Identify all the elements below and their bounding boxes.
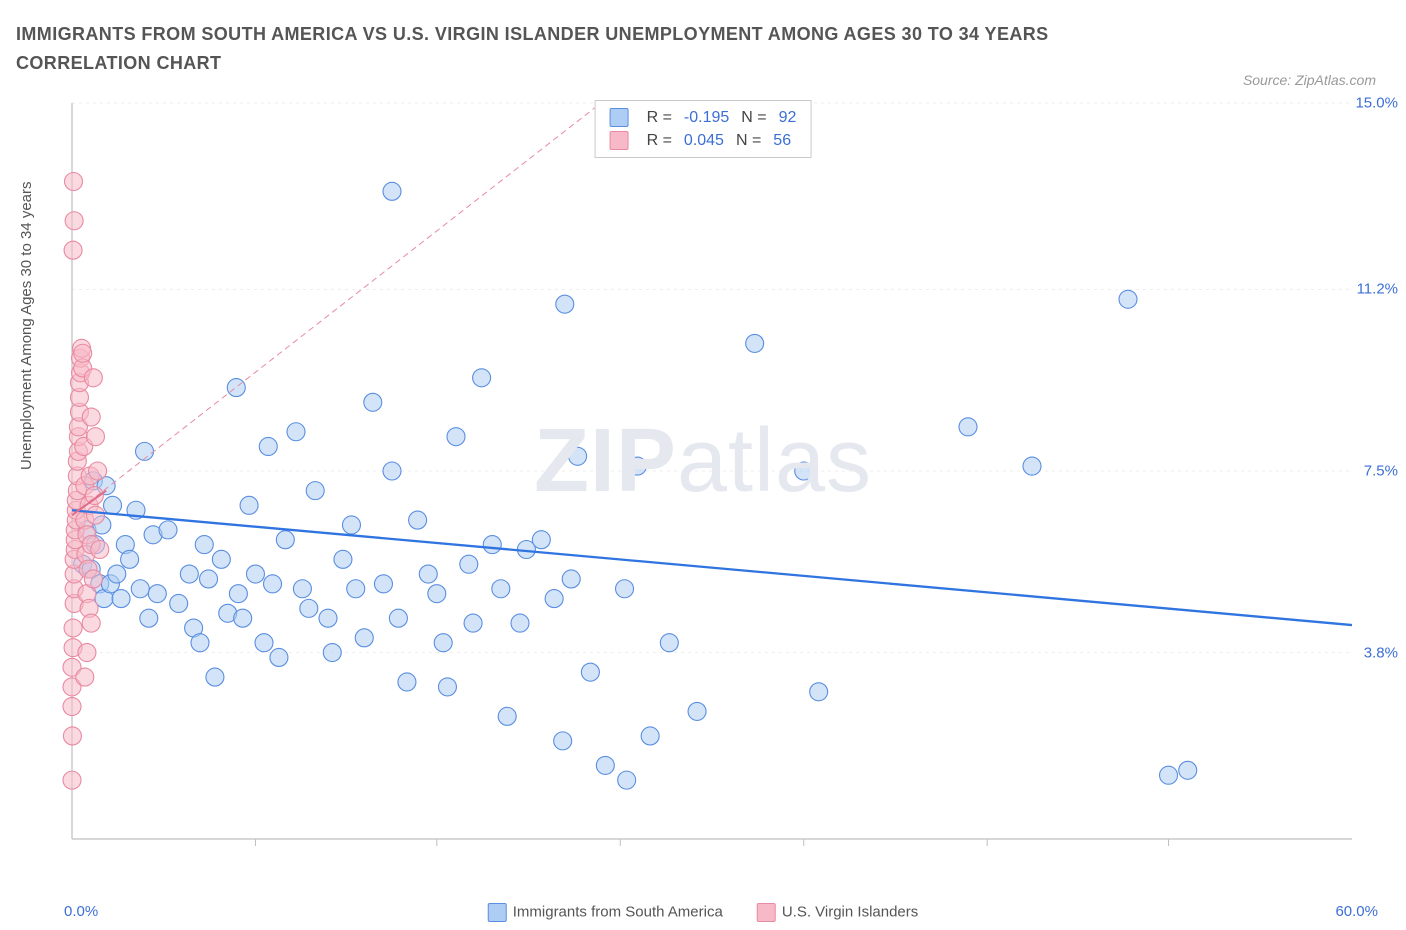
stat-r-label: R = bbox=[647, 132, 672, 150]
chart-title: IMMIGRANTS FROM SOUTH AMERICA VS U.S. VI… bbox=[16, 20, 1116, 78]
stat-swatch bbox=[610, 131, 629, 150]
y-tick-label: 15.0% bbox=[1355, 95, 1398, 112]
stat-r-label: R = bbox=[647, 109, 672, 127]
legend-swatch bbox=[488, 903, 507, 922]
y-tick-label: 7.5% bbox=[1364, 463, 1398, 480]
stat-swatch bbox=[610, 108, 629, 127]
y-tick-label: 11.2% bbox=[1357, 281, 1398, 298]
legend-item: Immigrants from South America bbox=[488, 903, 723, 922]
legend-swatch bbox=[757, 903, 776, 922]
stat-r-value: -0.195 bbox=[684, 109, 729, 127]
legend-label: U.S. Virgin Islanders bbox=[782, 903, 918, 920]
stat-n-label: N = bbox=[736, 132, 761, 150]
scatter-plot-svg bbox=[60, 95, 1380, 875]
y-tick-label: 3.8% bbox=[1364, 644, 1398, 661]
x-axis-start-label: 0.0% bbox=[64, 903, 98, 920]
chart-container: IMMIGRANTS FROM SOUTH AMERICA VS U.S. VI… bbox=[0, 0, 1406, 930]
stat-n-value: 56 bbox=[773, 132, 791, 150]
legend-label: Immigrants from South America bbox=[513, 903, 723, 920]
stat-r-value: 0.045 bbox=[684, 132, 724, 150]
x-axis-end-label: 60.0% bbox=[1335, 903, 1378, 920]
stat-row: R = -0.195 N = 92 bbox=[610, 108, 797, 127]
correlation-stat-box: R = -0.195 N = 92 R = 0.045 N = 56 bbox=[595, 100, 812, 158]
source-attribution: Source: ZipAtlas.com bbox=[1243, 72, 1376, 88]
plot-area bbox=[60, 95, 1380, 875]
y-axis-label: Unemployment Among Ages 30 to 34 years bbox=[18, 181, 35, 470]
stat-n-label: N = bbox=[741, 109, 766, 127]
bottom-legend: Immigrants from South America U.S. Virgin… bbox=[488, 903, 919, 922]
stat-n-value: 92 bbox=[779, 109, 797, 127]
stat-row: R = 0.045 N = 56 bbox=[610, 131, 797, 150]
legend-item: U.S. Virgin Islanders bbox=[757, 903, 918, 922]
